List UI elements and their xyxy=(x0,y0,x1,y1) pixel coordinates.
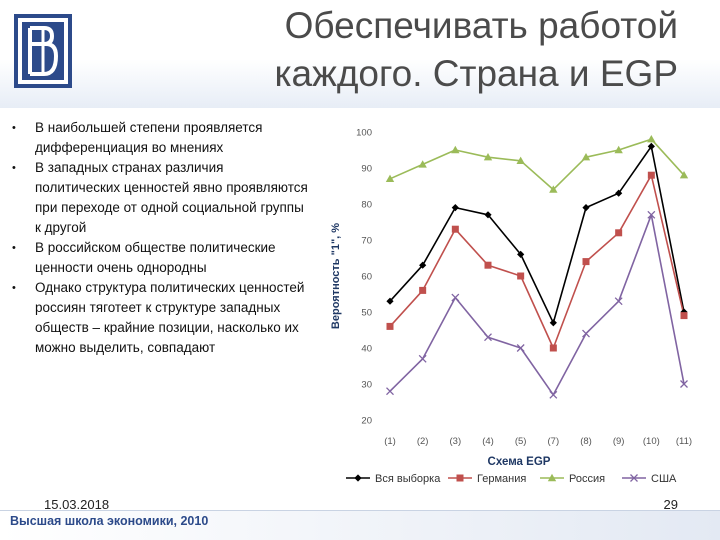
bullet-text: В российском обществе политические ценно… xyxy=(35,240,276,275)
legend-label: Вся выборка xyxy=(375,473,441,485)
bullet-dot-icon: • xyxy=(12,162,16,174)
x-tick-label: (10) xyxy=(643,436,660,447)
data-point-marker xyxy=(679,171,689,179)
data-point-marker xyxy=(647,142,655,150)
x-tick-label: (9) xyxy=(613,436,625,447)
series-line xyxy=(389,138,685,191)
series-line xyxy=(389,214,685,396)
data-point-marker xyxy=(582,258,590,266)
legend-label: Россия xyxy=(569,473,605,485)
bullet-dot-icon: • xyxy=(12,282,16,294)
bullet-item: • В западных странах различия политически… xyxy=(12,158,312,238)
data-point-marker xyxy=(516,156,525,164)
x-tick-label: (5) xyxy=(515,436,527,447)
data-point-marker xyxy=(386,297,394,305)
data-point-marker xyxy=(451,204,459,212)
data-point-marker xyxy=(647,171,655,179)
data-point-marker xyxy=(484,333,492,342)
data-point-marker xyxy=(516,344,525,352)
y-tick-label: 30 xyxy=(361,380,372,391)
data-point-marker xyxy=(549,185,558,193)
bullet-text: В наибольшей степени проявляется диффере… xyxy=(35,120,263,155)
y-tick-label: 70 xyxy=(361,236,372,247)
data-point-marker xyxy=(456,474,464,482)
bullet-item: • В наибольшей степени проявляется диффер… xyxy=(12,118,312,158)
data-point-marker xyxy=(680,380,688,388)
y-tick-label: 40 xyxy=(361,344,372,355)
data-point-marker xyxy=(547,473,557,482)
data-point-marker xyxy=(418,160,427,168)
data-point-marker xyxy=(419,286,427,294)
y-axis-label: Вероятность "1", % xyxy=(330,223,342,329)
data-point-marker xyxy=(517,272,525,280)
data-point-marker xyxy=(484,261,492,269)
chart-legend: Вся выборка Германия Россия США xyxy=(346,473,677,485)
page-number: 29 xyxy=(663,497,678,512)
y-tick-label: 90 xyxy=(361,164,372,175)
x-tick-label: (7) xyxy=(548,436,560,447)
line-chart: 20 30 40 50 60 70 80 90 100 (1) (2) (3) (4) (5) (7) (8)… xyxy=(330,128,692,486)
hse-logo xyxy=(14,14,72,88)
x-tick-label: (4) xyxy=(482,436,494,447)
data-point-marker xyxy=(581,153,591,161)
slide-title-line1: Обеспечивать работой xyxy=(284,5,678,46)
series-line xyxy=(389,174,685,349)
x-tick-label: (3) xyxy=(450,436,462,447)
data-point-marker xyxy=(582,204,590,212)
footer-bar xyxy=(0,510,720,540)
data-point-marker xyxy=(484,211,492,219)
bullet-dot-icon: • xyxy=(12,122,16,134)
slide-date: 15.03.2018 xyxy=(44,497,110,512)
data-point-marker xyxy=(680,312,688,320)
footer-divider xyxy=(0,510,720,511)
x-tick-label: (8) xyxy=(580,436,592,447)
x-tick-label: (11) xyxy=(676,436,692,447)
bullet-text: Однако структура политических ценностей … xyxy=(35,280,305,355)
bullet-item: • В российском обществе политические ценн… xyxy=(12,238,312,278)
x-axis-label: Схема EGP xyxy=(488,456,551,468)
data-point-marker xyxy=(354,474,362,482)
legend-label: Германия xyxy=(477,473,526,485)
series-line xyxy=(389,145,685,324)
data-point-marker xyxy=(451,225,459,233)
data-point-marker xyxy=(386,322,394,330)
bullet-item: • Однако структура политических ценностей… xyxy=(12,278,312,358)
legend-label: США xyxy=(651,473,677,485)
data-point-marker xyxy=(549,344,557,352)
x-tick-label: (2) xyxy=(417,436,429,447)
y-tick-label: 80 xyxy=(361,200,372,211)
data-point-marker xyxy=(615,189,623,197)
data-point-marker xyxy=(386,387,394,396)
data-point-marker xyxy=(483,153,493,161)
bullet-text: В западных странах различия политических… xyxy=(35,160,308,235)
data-point-marker xyxy=(647,135,656,143)
footer-organization: Высшая школа экономики, 2010 xyxy=(10,514,209,528)
header-band xyxy=(0,0,720,108)
y-tick-label: 50 xyxy=(361,308,372,319)
data-point-marker xyxy=(614,145,623,154)
data-point-marker xyxy=(549,390,558,399)
data-point-marker xyxy=(418,354,427,363)
data-point-marker xyxy=(630,474,638,482)
data-point-marker xyxy=(647,210,656,219)
x-tick-label: (1) xyxy=(384,436,396,447)
y-tick-label: 100 xyxy=(356,128,372,139)
bullet-list: • В наибольшей степени проявляется диффер… xyxy=(12,118,312,358)
data-point-marker xyxy=(614,297,623,306)
slide-title-line2: каждого. Страна и EGP xyxy=(274,53,678,94)
bullet-dot-icon: • xyxy=(12,242,16,254)
data-point-marker xyxy=(615,229,623,237)
data-point-marker xyxy=(549,319,557,327)
data-point-marker xyxy=(385,174,395,182)
data-point-marker xyxy=(582,329,590,338)
slide-title: Обеспечивать работой каждого. Страна и E… xyxy=(150,2,678,98)
y-tick-label: 60 xyxy=(361,272,372,283)
y-tick-label: 20 xyxy=(361,416,372,427)
data-point-marker xyxy=(451,145,460,154)
data-point-marker xyxy=(451,293,460,302)
